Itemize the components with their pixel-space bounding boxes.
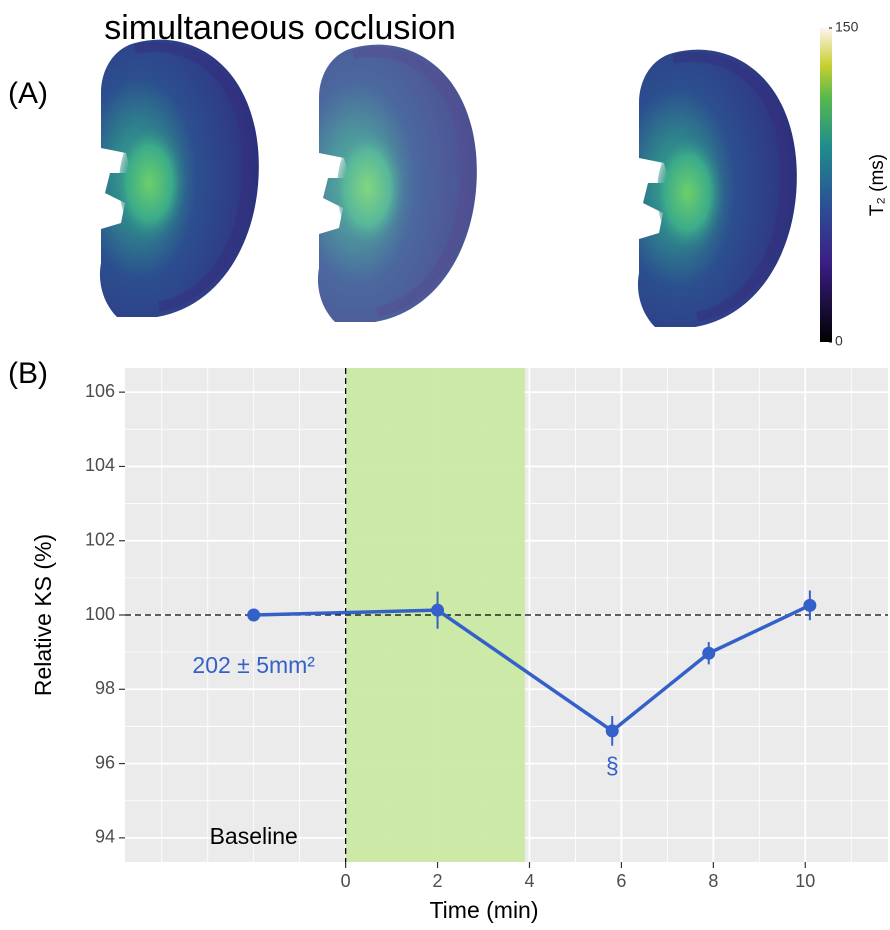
x-tick-label: 2 [433,871,443,891]
data-point [606,724,619,737]
x-tick-label: 6 [616,871,626,891]
data-point [247,609,260,622]
x-tick-label: 4 [524,871,534,891]
data-point [803,599,816,612]
colorbar-tick-label: 150 [835,19,859,35]
colorbar [820,28,832,342]
y-tick-label: 96 [95,752,115,772]
colorbar-label: T₂ (ms) [867,154,888,216]
x-tick-label: 8 [708,871,718,891]
kidney-image [318,45,477,322]
x-tick-label: 0 [341,871,351,891]
annotation: 202 ± 5mm² [192,652,315,678]
title: simultaneous occlusion [104,9,456,47]
y-tick-label: 94 [95,827,115,847]
colorbar-tick-label: 0 [835,333,843,349]
x-tick-label: 10 [795,871,815,891]
x-axis-label: Time (min) [429,897,538,923]
data-point [702,647,715,660]
y-tick-label: 102 [85,529,115,549]
kidney-image [638,50,797,327]
annotation: § [606,752,619,778]
y-axis-label: Relative KS (%) [30,534,56,696]
y-tick-label: 104 [85,455,115,475]
panel-label: (A) [8,77,48,110]
y-tick-label: 100 [85,604,115,624]
data-point [431,604,444,617]
panel-label: (B) [8,357,48,390]
figure: simultaneous occlusion (A) (B) T₂ (ms) T… [0,0,890,925]
annotation: Baseline [210,823,298,849]
y-tick-label: 98 [95,678,115,698]
kidney-images [100,40,797,327]
y-tick-label: 106 [85,381,115,401]
kidney-image [100,40,259,317]
